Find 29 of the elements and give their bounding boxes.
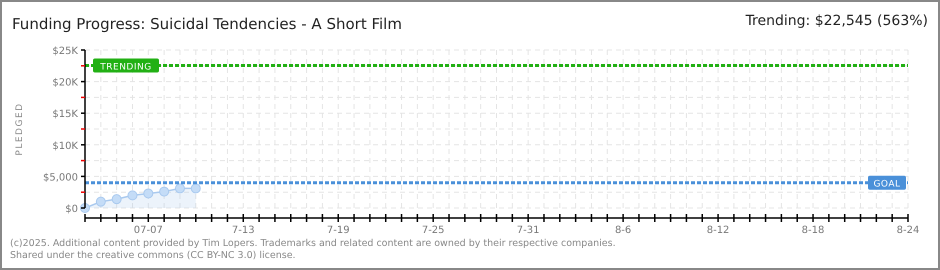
- y-tick-label: $25K: [52, 46, 78, 57]
- x-tick-label: 7-19: [326, 225, 350, 236]
- x-tick-label: 8-18: [802, 225, 824, 236]
- point: [190, 183, 201, 194]
- ref-line-label: GOAL: [873, 180, 901, 190]
- y-tick-label: $15K: [52, 109, 78, 120]
- chart-subtitle: Trending: $22,545 (563%): [744, 13, 928, 29]
- point: [96, 196, 106, 207]
- point: [159, 186, 170, 197]
- point: [174, 183, 185, 194]
- y-tick-label: $20K: [52, 78, 78, 89]
- y-axis-title: PLEDGED: [15, 102, 25, 156]
- x-tick-label: 8-6: [614, 225, 632, 236]
- text: Shared under the creative commons (CC BY-NC 3.0) license.: [10, 250, 296, 261]
- x-tick-label: 8-12: [706, 225, 730, 236]
- x-tick-label: 7-31: [516, 225, 540, 236]
- point: [143, 188, 154, 198]
- ref-line-label: TRENDING: [99, 62, 152, 73]
- chart-title: Funding Progress: Suicidal Tendencies - A Short Film: [12, 15, 402, 33]
- y-tick-label: $0: [65, 204, 78, 215]
- x-tick-label: 7-25: [422, 225, 445, 236]
- x-tick-label: 8-24: [896, 225, 920, 236]
- point: [112, 194, 122, 204]
- point: [127, 190, 138, 200]
- x-tick-label: 7-13: [232, 225, 255, 236]
- text: (c)2025. Additional content provided by Tim Lopers. Trademarks and related content are owned by their respective companies.: [10, 238, 616, 249]
- y-tick-label: $10K: [52, 140, 78, 152]
- y-tick-label: $5,000: [43, 172, 78, 184]
- x-tick-label: 07-07: [134, 225, 163, 236]
